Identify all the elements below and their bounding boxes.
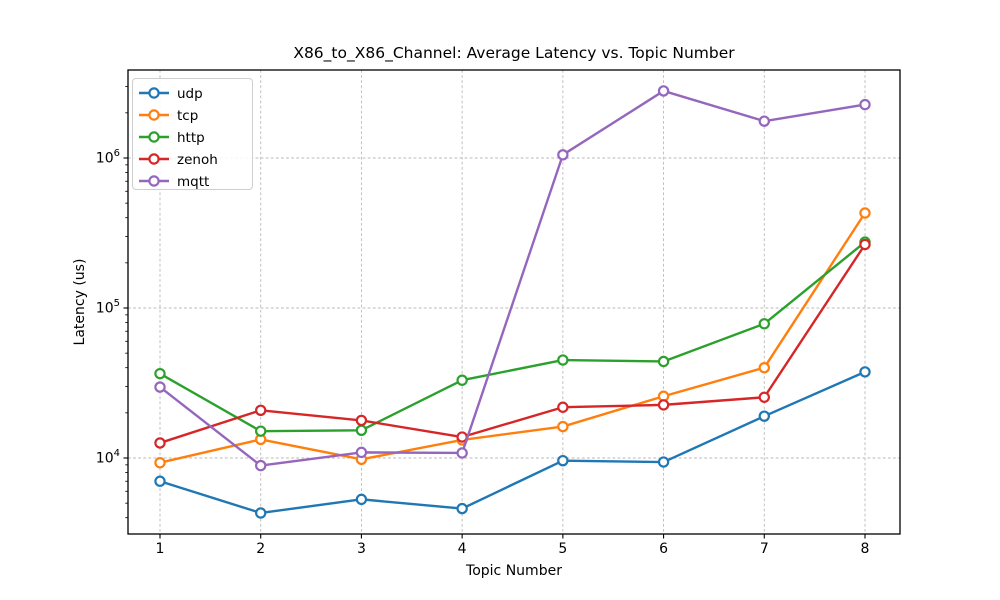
- data-point-udp-7: [758, 410, 770, 422]
- data-point-http-2: [255, 425, 267, 437]
- data-point-udp-2: [255, 507, 267, 519]
- data-point-tcp-8: [859, 207, 871, 219]
- y-tick-label: 106: [96, 148, 120, 167]
- legend-label: mqtt: [177, 174, 209, 190]
- data-point-mqtt-5: [557, 149, 569, 161]
- chart-title: X86_to_X86_Channel: Average Latency vs. …: [293, 44, 735, 62]
- legend-label: udp: [177, 86, 203, 102]
- legend-marker-icon: [148, 87, 160, 99]
- data-point-mqtt-6: [657, 85, 670, 97]
- y-axis-label: Latency (us): [72, 258, 88, 346]
- x-tick-label: 4: [458, 541, 467, 557]
- y-axis: 104 105 106: [96, 86, 128, 519]
- data-point-mqtt-7: [758, 115, 770, 127]
- x-tick-label: 2: [256, 541, 265, 557]
- data-point-udp-5: [557, 454, 569, 467]
- legend-item-http: http: [139, 130, 205, 146]
- data-point-udp-4: [456, 502, 468, 515]
- x-tick-label: 6: [659, 541, 668, 557]
- data-point-mqtt-3: [355, 446, 368, 459]
- data-point-zenoh-1: [154, 437, 166, 449]
- data-point-http-5: [557, 354, 569, 366]
- legend-label: http: [177, 130, 205, 146]
- data-point-zenoh-3: [355, 414, 368, 427]
- y-tick-label: 104: [96, 448, 120, 467]
- data-point-zenoh-2: [255, 404, 267, 416]
- y-tick-label: 105: [96, 298, 120, 317]
- data-point-tcp-7: [758, 361, 770, 374]
- x-axis: 1 2 3 4 5 6 7 8: [156, 534, 870, 557]
- legend-marker-icon: [148, 153, 160, 165]
- series-zenoh: [154, 238, 871, 449]
- data-point-mqtt-8: [859, 98, 871, 111]
- data-point-mqtt-1: [154, 381, 166, 393]
- legend-item-udp: udp: [139, 86, 203, 102]
- legend-label: tcp: [177, 108, 198, 124]
- legend-marker-icon: [148, 109, 160, 121]
- data-point-udp-1: [154, 475, 166, 487]
- data-point-http-7: [758, 318, 770, 330]
- series-mqtt: [154, 85, 871, 472]
- x-tick-label: 8: [861, 541, 870, 557]
- legend-item-tcp: tcp: [139, 108, 198, 124]
- x-tick-label: 1: [156, 541, 165, 557]
- legend-marker-icon: [148, 131, 160, 143]
- data-point-tcp-1: [154, 457, 166, 469]
- data-point-udp-6: [657, 456, 670, 468]
- legend-item-mqtt: mqtt: [139, 174, 209, 190]
- legend-marker-icon: [148, 175, 160, 187]
- legend-box: [132, 78, 253, 190]
- x-tick-label: 3: [357, 541, 366, 557]
- data-point-zenoh-5: [557, 401, 569, 413]
- data-point-zenoh-8: [859, 238, 871, 251]
- x-axis-label: Topic Number: [466, 563, 562, 579]
- data-point-zenoh-7: [758, 391, 770, 403]
- data-point-http-1: [154, 367, 166, 380]
- data-point-udp-3: [355, 493, 368, 506]
- data-point-tcp-5: [557, 420, 569, 433]
- plot-border: [127, 69, 901, 535]
- legend-label: zenoh: [177, 152, 218, 168]
- legend-item-zenoh: zenoh: [139, 152, 218, 168]
- legend: udp tcp http zenoh mqtt: [132, 78, 253, 190]
- data-point-http-3: [355, 424, 368, 436]
- data-point-http-4: [456, 374, 468, 386]
- x-tick-label: 5: [558, 541, 567, 557]
- data-point-udp-8: [859, 366, 871, 378]
- data-point-http-6: [657, 355, 670, 368]
- series-udp: [154, 366, 871, 519]
- data-point-mqtt-4: [456, 447, 468, 459]
- x-tick-label: 7: [760, 541, 769, 557]
- data-point-zenoh-6: [657, 399, 670, 411]
- data-point-mqtt-2: [255, 459, 267, 472]
